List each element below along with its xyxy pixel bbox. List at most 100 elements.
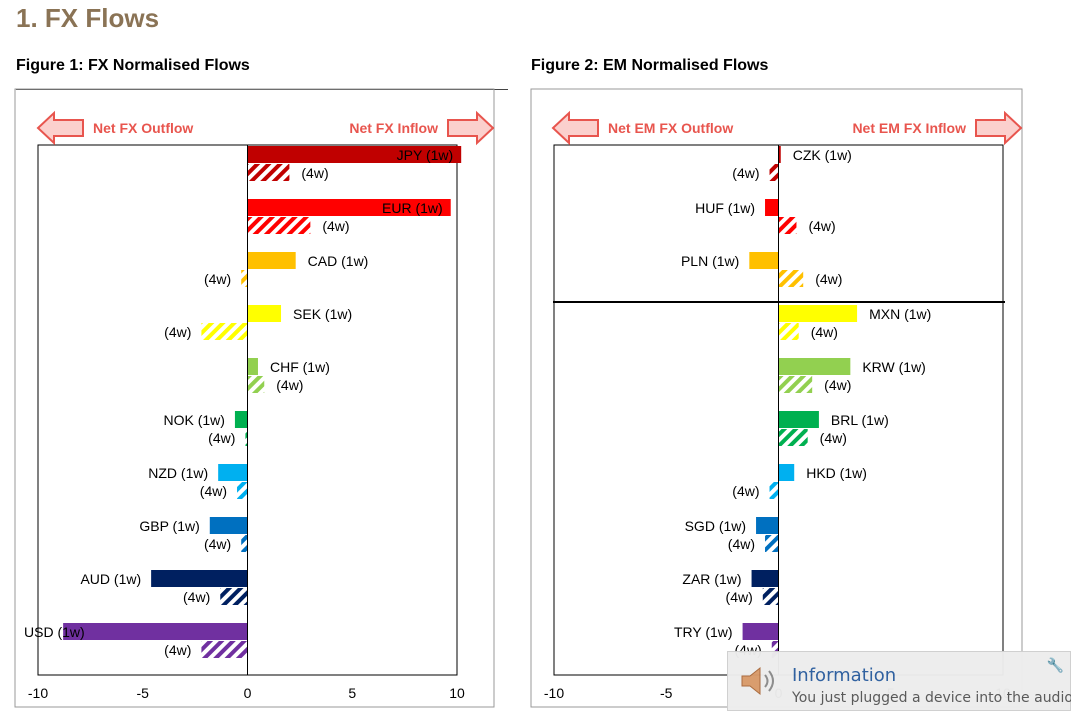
label-gbp-1w: GBP (1w) xyxy=(139,518,199,534)
x-tick-label: 0 xyxy=(244,685,252,701)
label-mxn-4w: (4w) xyxy=(811,324,838,340)
bar-cad-1w xyxy=(247,252,296,269)
label-zar-4w: (4w) xyxy=(726,589,753,605)
page-heading: 1. FX Flows xyxy=(16,3,160,33)
arrow-label-inflow: Net FX Inflow xyxy=(349,120,438,136)
speaker-icon xyxy=(741,666,774,696)
label-hkd-4w: (4w) xyxy=(732,483,759,499)
x-tick-label: -10 xyxy=(544,685,564,701)
bar-gbp-1w xyxy=(209,517,248,534)
x-tick-label: -10 xyxy=(28,685,48,701)
chart-frame xyxy=(530,88,1023,708)
notification-toast[interactable]: Information You just plugged a device in… xyxy=(727,651,1071,711)
bar-mxn-1w xyxy=(778,305,858,322)
label-chf-4w: (4w) xyxy=(276,377,303,393)
label-pln-4w: (4w) xyxy=(815,271,842,287)
bar-krw-1w xyxy=(778,358,851,375)
label-nok-4w: (4w) xyxy=(208,430,235,446)
bar-krw-4w xyxy=(778,376,813,393)
label-sgd-4w: (4w) xyxy=(728,536,755,552)
figure-1-title: Figure 1: FX Normalised Flows xyxy=(16,57,250,74)
label-nok-1w: NOK (1w) xyxy=(163,412,224,428)
bar-pln-4w xyxy=(778,270,804,287)
label-gbp-4w: (4w) xyxy=(204,536,231,552)
notification-title: Information xyxy=(792,665,897,686)
label-jpy-4w: (4w) xyxy=(301,165,328,181)
bar-czk-1w xyxy=(778,146,781,163)
bar-aud-4w xyxy=(220,588,248,605)
right-arrow-icon xyxy=(975,110,1023,146)
bar-sgd-4w xyxy=(765,535,779,552)
bar-huf-1w xyxy=(765,199,779,216)
label-cad-4w: (4w) xyxy=(204,271,231,287)
label-krw-1w: KRW (1w) xyxy=(862,359,926,375)
bar-cad-4w xyxy=(241,270,248,287)
bar-jpy-4w xyxy=(247,164,290,181)
figure-1-chart: Net FX Outflow Net FX Inflow JPY (1w) (4w) E… xyxy=(14,88,495,708)
bar-nok-1w xyxy=(234,411,248,428)
label-jpy-1w: JPY (1w) xyxy=(397,147,454,163)
label-chf-1w: CHF (1w) xyxy=(270,359,330,375)
left-arrow-icon xyxy=(36,110,84,146)
bar-aud-1w xyxy=(151,570,248,587)
label-huf-1w: HUF (1w) xyxy=(695,200,755,216)
label-sek-1w: SEK (1w) xyxy=(293,306,352,322)
label-try-1w: TRY (1w) xyxy=(674,624,733,640)
bar-brl-1w xyxy=(778,411,819,428)
bar-nzd-4w xyxy=(237,482,248,499)
bar-sek-4w xyxy=(201,323,248,340)
label-sek-4w: (4w) xyxy=(164,324,191,340)
label-hkd-1w: HKD (1w) xyxy=(806,465,867,481)
bar-try-1w xyxy=(742,623,779,640)
label-nzd-1w: NZD (1w) xyxy=(148,465,208,481)
x-tick-label: -5 xyxy=(660,685,673,701)
label-pln-1w: PLN (1w) xyxy=(681,253,739,269)
bar-zar-1w xyxy=(751,570,779,587)
label-eur-1w: EUR (1w) xyxy=(382,200,443,216)
bar-czk-4w xyxy=(769,164,779,181)
bar-brl-4w xyxy=(778,429,808,446)
bar-nzd-1w xyxy=(218,464,248,481)
bar-chf-1w xyxy=(247,358,258,375)
wrench-icon[interactable]: 🔧 xyxy=(1046,658,1064,674)
left-arrow-icon xyxy=(551,110,599,146)
x-tick-label: 5 xyxy=(348,685,356,701)
bar-gbp-4w xyxy=(241,535,248,552)
chart-frame xyxy=(14,88,495,708)
label-mxn-1w: MXN (1w) xyxy=(869,306,931,322)
arrow-label-outflow: Net EM FX Outflow xyxy=(608,120,733,136)
bar-usd-4w xyxy=(201,641,248,658)
bar-huf-4w xyxy=(778,217,797,234)
bar-hkd-1w xyxy=(778,464,795,481)
bar-eur-4w xyxy=(247,217,311,234)
bar-try-4w xyxy=(771,641,779,658)
label-aud-1w: AUD (1w) xyxy=(80,571,141,587)
label-huf-4w: (4w) xyxy=(808,218,835,234)
label-aud-4w: (4w) xyxy=(183,589,210,605)
notification-body: You just plugged a device into the audio… xyxy=(792,690,1071,706)
bar-nok-4w xyxy=(245,429,248,446)
arrow-label-outflow: Net FX Outflow xyxy=(93,120,193,136)
right-arrow-icon xyxy=(447,110,495,146)
label-eur-4w: (4w) xyxy=(322,218,349,234)
label-sgd-1w: SGD (1w) xyxy=(685,518,746,534)
label-brl-1w: BRL (1w) xyxy=(831,412,889,428)
label-usd-4w: (4w) xyxy=(164,642,191,658)
label-cad-1w: CAD (1w) xyxy=(308,253,369,269)
arrow-label-inflow: Net EM FX Inflow xyxy=(852,120,966,136)
bar-hkd-4w xyxy=(769,482,779,499)
bar-jpy-1w xyxy=(247,146,462,163)
x-tick-label: -5 xyxy=(137,685,150,701)
figure-2-title: Figure 2: EM Normalised Flows xyxy=(531,57,769,74)
label-usd-1w: USD (1w) xyxy=(24,624,85,640)
bar-usd-1w xyxy=(63,623,248,640)
bar-sek-1w xyxy=(247,305,282,322)
label-zar-1w: ZAR (1w) xyxy=(682,571,741,587)
label-krw-4w: (4w) xyxy=(824,377,851,393)
label-nzd-4w: (4w) xyxy=(200,483,227,499)
label-brl-4w: (4w) xyxy=(820,430,847,446)
label-czk-4w: (4w) xyxy=(732,165,759,181)
bar-chf-4w xyxy=(247,376,265,393)
label-czk-1w: CZK (1w) xyxy=(793,147,852,163)
